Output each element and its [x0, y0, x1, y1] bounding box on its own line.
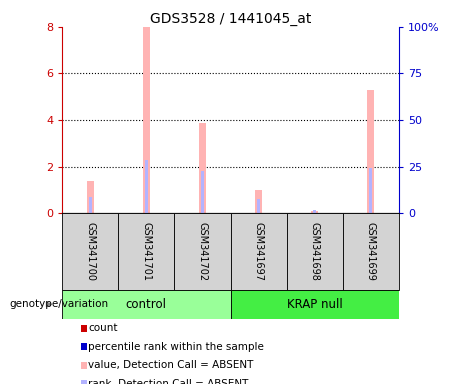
- Bar: [143, 27, 150, 213]
- Bar: [145, 160, 148, 213]
- Bar: [62, 290, 230, 319]
- Text: GSM341698: GSM341698: [310, 222, 319, 281]
- Text: value, Detection Call = ABSENT: value, Detection Call = ABSENT: [88, 360, 254, 370]
- Text: GSM341697: GSM341697: [254, 222, 264, 281]
- Bar: [230, 290, 399, 319]
- Bar: [287, 213, 343, 290]
- Bar: [118, 213, 174, 290]
- Bar: [87, 180, 94, 213]
- Bar: [174, 213, 230, 290]
- Bar: [369, 168, 372, 213]
- Text: GSM341699: GSM341699: [366, 222, 376, 281]
- Text: percentile rank within the sample: percentile rank within the sample: [88, 342, 264, 352]
- Text: count: count: [88, 323, 118, 333]
- Text: KRAP null: KRAP null: [287, 298, 343, 311]
- Bar: [367, 90, 374, 213]
- Bar: [89, 197, 92, 213]
- Text: control: control: [126, 298, 167, 311]
- Bar: [230, 213, 287, 290]
- Bar: [199, 124, 206, 213]
- Bar: [201, 171, 204, 213]
- Text: GSM341700: GSM341700: [85, 222, 95, 281]
- Text: GSM341701: GSM341701: [142, 222, 151, 281]
- Bar: [62, 213, 118, 290]
- Text: genotype/variation: genotype/variation: [9, 299, 108, 310]
- Bar: [257, 199, 260, 213]
- Bar: [343, 213, 399, 290]
- Bar: [313, 210, 316, 213]
- Bar: [311, 211, 318, 213]
- Text: rank, Detection Call = ABSENT: rank, Detection Call = ABSENT: [88, 379, 248, 384]
- Bar: [255, 190, 262, 213]
- Text: GSM341702: GSM341702: [197, 222, 207, 281]
- Text: GDS3528 / 1441045_at: GDS3528 / 1441045_at: [150, 12, 311, 25]
